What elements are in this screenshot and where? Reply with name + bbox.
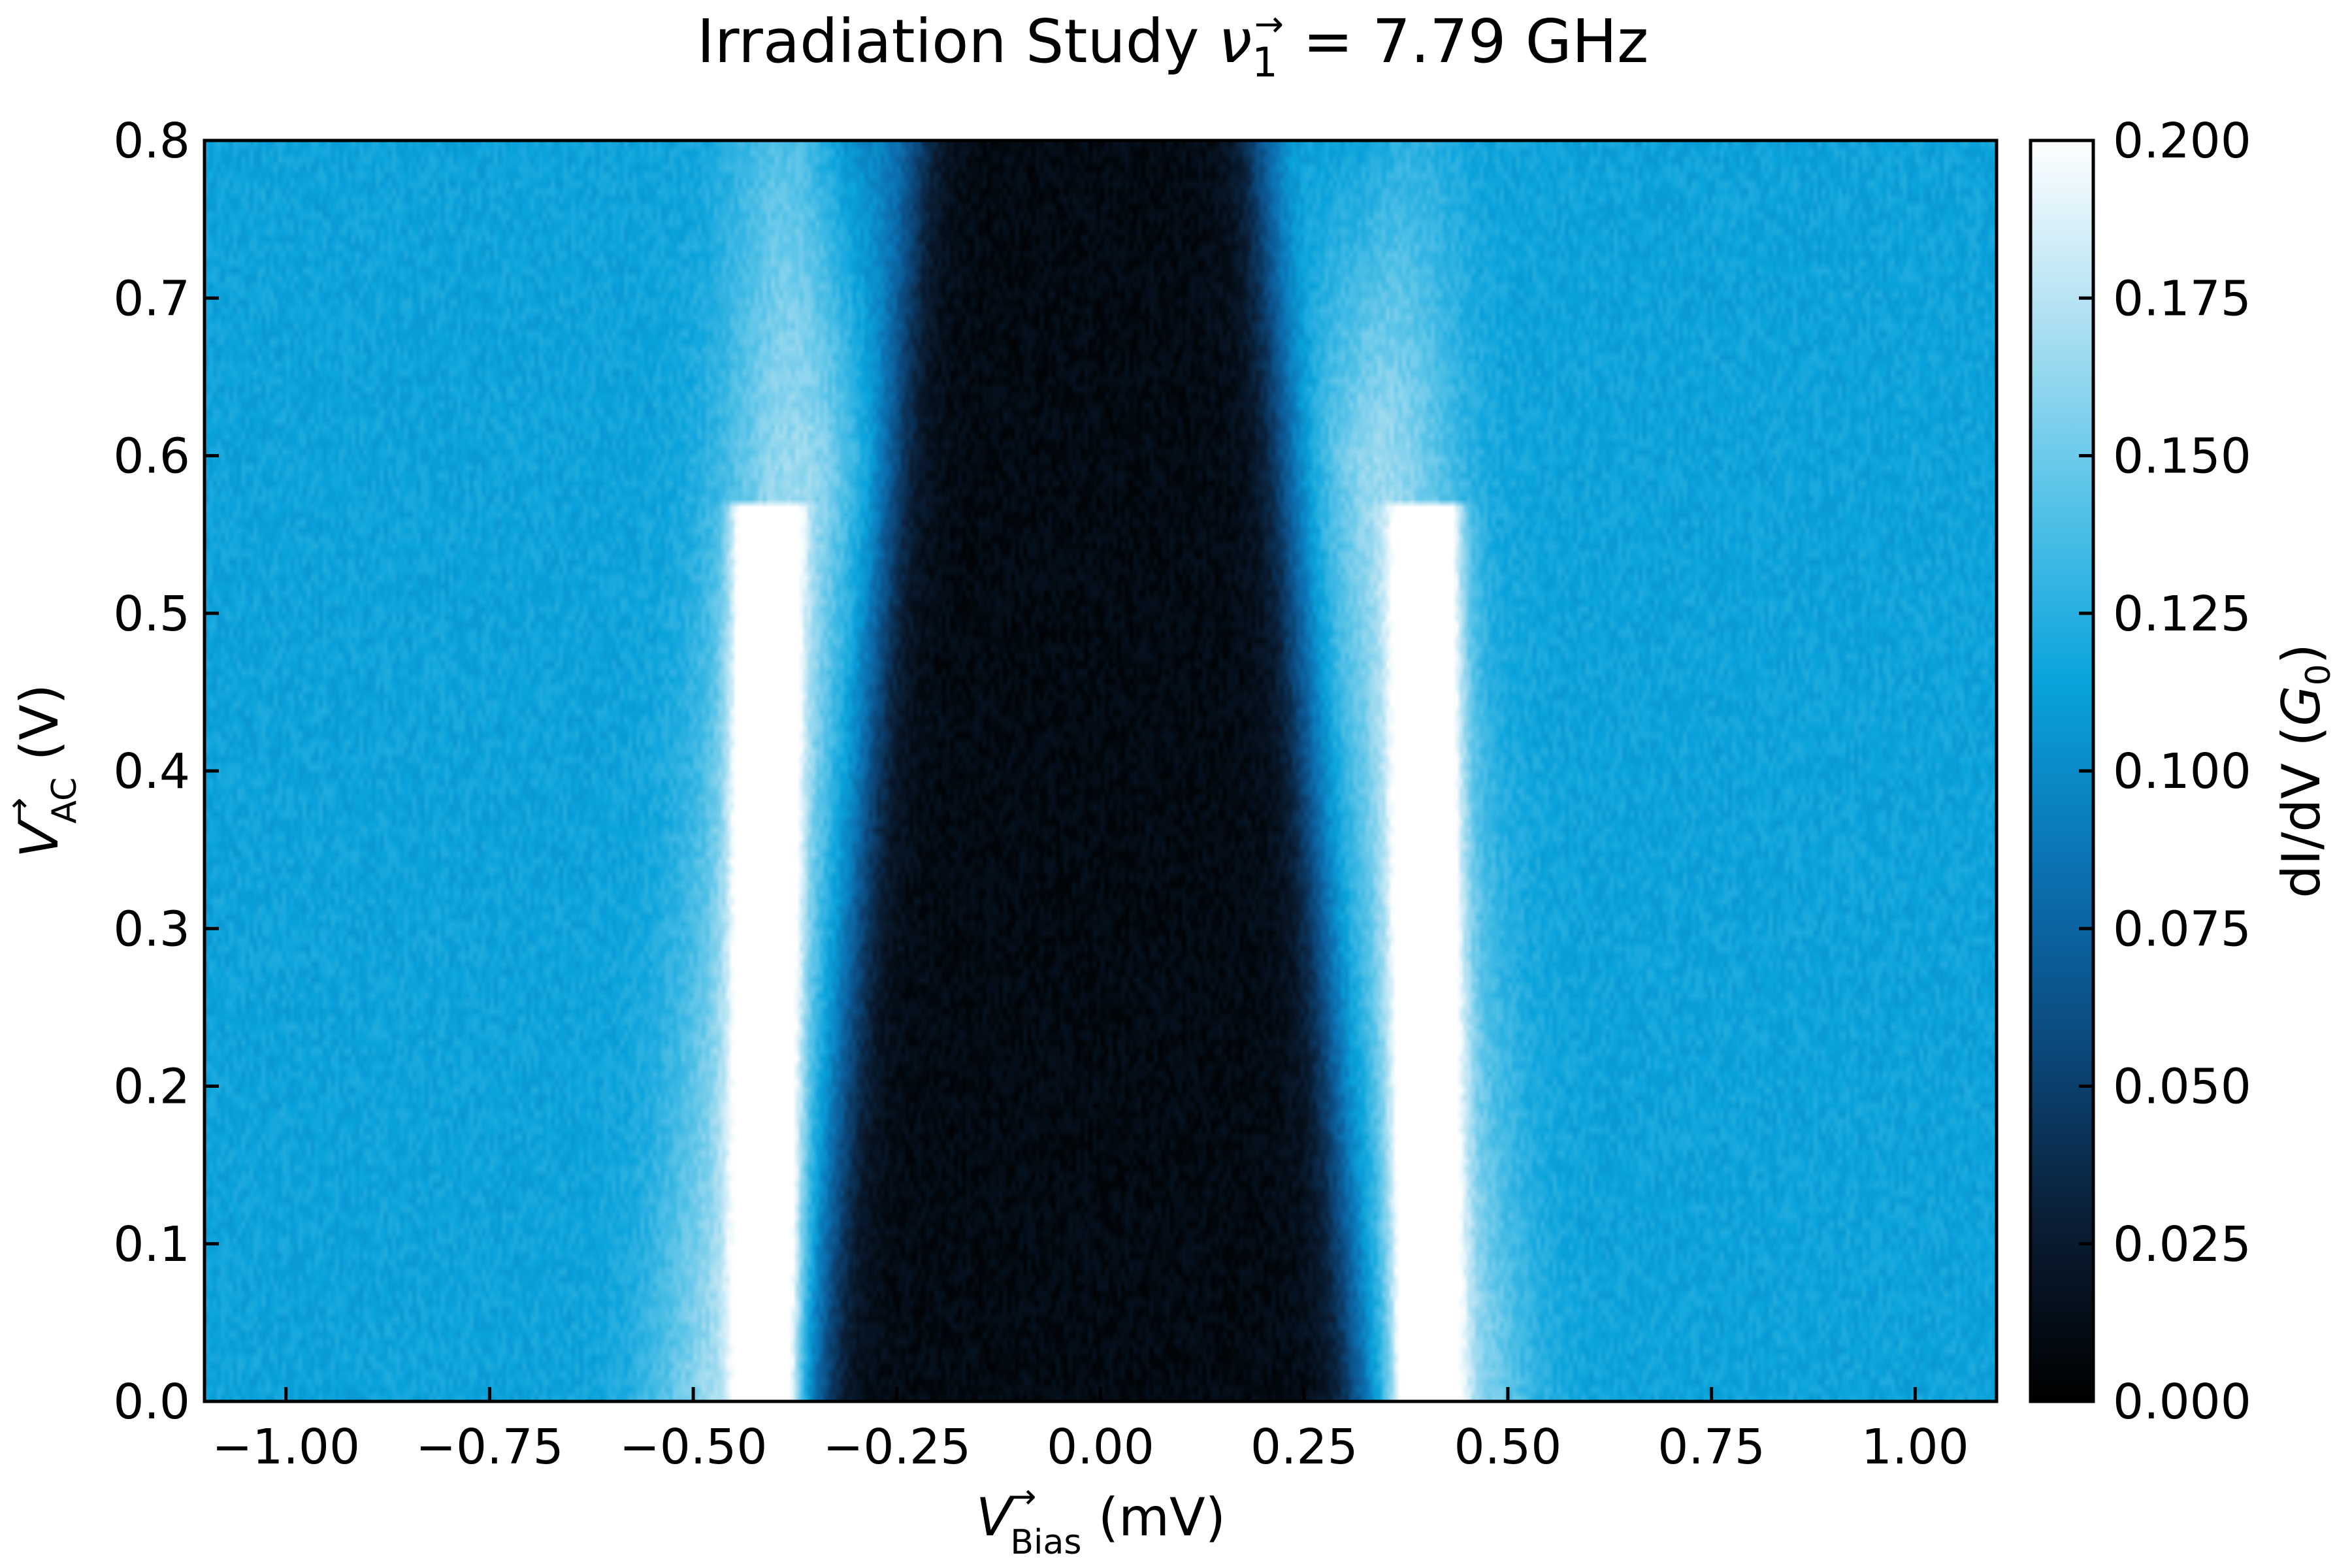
x-tick-label: 1.00 (1861, 1419, 1969, 1475)
y-tick-label: 0.6 (113, 429, 190, 485)
y-axis-label: V→ AC (V) (0, 684, 84, 858)
y-tick-label: 0.1 (113, 1217, 190, 1273)
chart-title: Irradiation Study ν1→ = 7.79 GHz (697, 3, 1649, 86)
colorbar-tick-label: 0.125 (2113, 586, 2251, 642)
colorbar-label: dI/dV (G0) (2271, 644, 2338, 898)
x-tick-label: 0.00 (1047, 1419, 1154, 1475)
x-tick-label: 0.50 (1454, 1419, 1562, 1475)
colorbar-tick-label: 0.050 (2113, 1059, 2251, 1115)
y-tick-label: 0.0 (113, 1374, 190, 1430)
colorbar-ticks: 0.000 0.025 0.050 0.075 0.100 0.125 0.150 0.175… (2079, 113, 2251, 1430)
colorbar-tick-label: 0.175 (2113, 270, 2251, 327)
x-tick-label: −0.50 (619, 1419, 768, 1475)
colorbar-tick-label: 0.025 (2113, 1217, 2251, 1273)
x-tick-label: −1.00 (212, 1419, 360, 1475)
x-tick-label: −0.75 (416, 1419, 564, 1475)
y-tick-label: 0.8 (113, 113, 190, 169)
colorbar-tick-label: 0.075 (2113, 901, 2251, 957)
colorbar-tick-label: 0.100 (2113, 743, 2251, 800)
y-tick-label: 0.4 (113, 743, 190, 800)
x-axis-ticks: −1.00 −0.75 −0.50 −0.25 0.00 0.25 0.50 0.75 1.00 (212, 1387, 1969, 1475)
heatmap-image (204, 140, 1997, 1401)
x-tick-label: 0.75 (1658, 1419, 1765, 1475)
heatmap-area (204, 140, 1997, 1401)
y-tick-label: 0.3 (113, 901, 190, 957)
x-axis-label: V→ Bias (mV) (976, 1477, 1226, 1562)
x-tick-label: 0.25 (1250, 1419, 1358, 1475)
y-axis-ticks: 0.0 0.1 0.2 0.3 0.4 0.5 0.6 0.7 0.8 (113, 113, 219, 1430)
y-tick-label: 0.2 (113, 1059, 190, 1115)
x-tick-label: −0.25 (823, 1419, 971, 1475)
colorbar-tick-label: 0.150 (2113, 429, 2251, 485)
y-tick-label: 0.5 (113, 586, 190, 642)
colorbar-tick-label: 0.000 (2113, 1374, 2251, 1430)
y-tick-label: 0.7 (113, 270, 190, 327)
colorbar-tick-label: 0.200 (2113, 113, 2251, 169)
